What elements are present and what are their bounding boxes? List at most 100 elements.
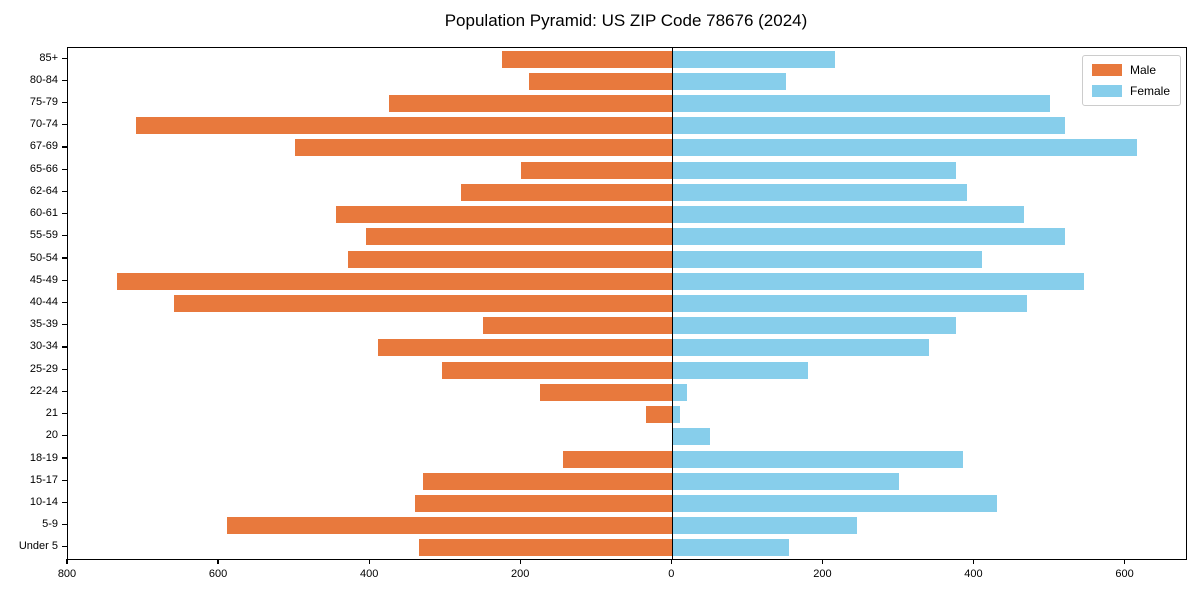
x-label-800-0: 800 (57, 568, 77, 580)
bar-female-65-66 (672, 161, 956, 179)
bar-female-35-39 (672, 317, 956, 335)
bar-male-10-14 (415, 494, 673, 512)
bar-female-Under 5 (672, 539, 790, 557)
bar-male-70-74 (135, 117, 673, 135)
y-label-65-66: 65-66 (29, 162, 58, 175)
x-tick-400-2 (368, 559, 370, 565)
legend-label-female: Female (1129, 84, 1170, 98)
y-tick-60-61 (62, 213, 67, 215)
bar-female-20 (672, 428, 711, 446)
bar-male-30-34 (377, 339, 673, 357)
bar-female-30-34 (672, 339, 930, 357)
y-tick-20 (62, 435, 67, 437)
y-tick-67-69 (62, 146, 67, 148)
y-tick-25-29 (62, 368, 67, 370)
bar-male-85+ (502, 50, 673, 68)
bar-female-22-24 (672, 383, 688, 401)
y-label-30-34: 30-34 (29, 340, 58, 353)
bar-female-25-29 (672, 361, 809, 379)
y-label-35-39: 35-39 (29, 318, 58, 331)
bar-male-15-17 (423, 472, 673, 490)
female-color-swatch (1091, 85, 1122, 97)
y-tick-80-84 (62, 79, 67, 81)
y-label-25-29: 25-29 (29, 362, 58, 375)
x-label-200-5: 200 (813, 568, 832, 580)
y-tick-18-19 (62, 457, 67, 459)
y-tick-30-34 (62, 346, 67, 348)
bar-male-45-49 (117, 272, 673, 290)
y-tick-15-17 (62, 479, 67, 481)
x-tick-0-4 (670, 559, 672, 565)
y-tick-40-44 (62, 301, 67, 304)
chart-title: Population Pyramid: US ZIP Code 78676 (2… (444, 11, 808, 30)
bar-female-15-17 (672, 472, 899, 490)
bar-female-67-69 (672, 139, 1137, 157)
y-label-45-49: 45-49 (29, 273, 58, 286)
y-tick-62-64 (62, 190, 67, 192)
bar-male-80-84 (528, 72, 673, 90)
bar-female-45-49 (672, 272, 1084, 290)
bar-female-60-61 (672, 206, 1024, 224)
bar-male-60-61 (336, 206, 673, 224)
bar-female-21 (672, 406, 680, 424)
bar-female-18-19 (672, 450, 964, 468)
legend-item-female: Female (1091, 84, 1170, 98)
legend-label-male: Male (1129, 63, 1156, 77)
legend: Male Female (1081, 55, 1181, 106)
y-tick-35-39 (62, 324, 67, 326)
bar-female-80-84 (672, 72, 786, 90)
x-tick-600-7 (1123, 559, 1126, 565)
bar-male-5-9 (226, 517, 673, 535)
bar-male-55-59 (366, 228, 673, 246)
zero-axis-line (671, 48, 674, 559)
legend-item-male: Male (1091, 63, 1170, 77)
bar-male-67-69 (294, 139, 673, 157)
y-label-21: 21 (45, 407, 58, 420)
x-label-400-6: 400 (964, 568, 983, 580)
bar-male-65-66 (521, 161, 673, 179)
bar-male-40-44 (173, 295, 673, 312)
x-tick-200-3 (519, 559, 521, 565)
x-tick-400-6 (972, 559, 975, 565)
y-label-5-9: 5-9 (42, 518, 58, 531)
y-tick-45-49 (62, 279, 67, 281)
bar-male-18-19 (562, 450, 673, 468)
y-label-22-24: 22-24 (29, 384, 58, 397)
y-tick-70-74 (62, 124, 67, 126)
bar-female-85+ (672, 50, 835, 68)
y-label-Under 5: Under 5 (18, 540, 58, 553)
y-label-18-19: 18-19 (29, 451, 58, 464)
bar-male-25-29 (441, 361, 673, 379)
y-label-62-64: 62-64 (29, 184, 58, 197)
x-label-600-7: 600 (1115, 568, 1134, 580)
x-tick-600-1 (217, 559, 219, 565)
x-tick-800-0 (66, 559, 68, 565)
y-label-75-79: 75-79 (29, 96, 58, 109)
y-label-67-69: 67-69 (29, 140, 58, 153)
y-label-60-61: 60-61 (29, 207, 58, 220)
bar-male-35-39 (483, 317, 673, 335)
y-tick-50-54 (62, 257, 67, 259)
y-label-15-17: 15-17 (29, 473, 58, 486)
bar-male-62-64 (460, 183, 673, 201)
male-color-swatch (1091, 64, 1122, 76)
y-tick-65-66 (62, 168, 67, 170)
x-label-400-2: 400 (359, 568, 379, 580)
x-tick-200-5 (821, 559, 823, 565)
y-tick-Under 5 (62, 546, 67, 548)
x-label-0-4: 0 (668, 568, 675, 580)
bar-female-10-14 (672, 494, 998, 512)
bar-male-Under 5 (419, 539, 673, 557)
bar-female-62-64 (672, 183, 967, 201)
x-label-600-1: 600 (208, 568, 228, 580)
bar-female-55-59 (672, 228, 1066, 246)
y-label-70-74: 70-74 (29, 118, 58, 131)
y-label-85+: 85+ (39, 51, 58, 64)
y-label-10-14: 10-14 (29, 495, 58, 508)
bar-female-50-54 (672, 250, 983, 268)
bar-male-75-79 (389, 95, 673, 113)
y-tick-55-59 (62, 235, 67, 237)
y-label-80-84: 80-84 (29, 73, 58, 86)
y-label-20: 20 (45, 429, 58, 442)
